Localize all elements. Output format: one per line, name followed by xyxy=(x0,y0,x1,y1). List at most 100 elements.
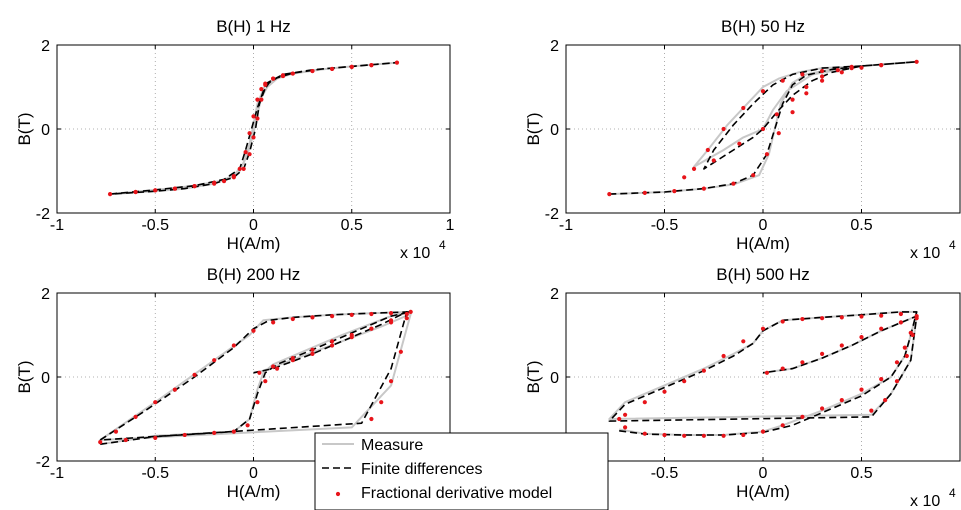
x-tick-label: -0.5 xyxy=(141,465,169,482)
data-point-fractional-derivative-model xyxy=(800,316,805,322)
x-exponent-label: x 10 xyxy=(910,245,940,262)
x-axis-label: H(A/m) xyxy=(736,482,790,501)
subplot-b-h-1-hz: -1 -0.5 0 0.5 1 -2 0 2 B(H) 1 Hz H(A/m) B(T) x 10 4 xyxy=(15,17,455,262)
data-point-fractional-derivative-model xyxy=(330,66,335,72)
data-point-fractional-derivative-model xyxy=(902,345,907,350)
data-point-fractional-derivative-model xyxy=(133,189,138,195)
data-point-fractional-derivative-model xyxy=(153,435,158,440)
data-point-fractional-derivative-model xyxy=(705,147,710,153)
data-point-fractional-derivative-model xyxy=(607,192,612,197)
data-point-fractional-derivative-model xyxy=(257,370,262,375)
data-point-fractional-derivative-model xyxy=(835,68,840,73)
y-axis-label: B(T) xyxy=(15,360,34,393)
data-point-fractional-derivative-model xyxy=(859,65,864,70)
data-point-fractional-derivative-model xyxy=(642,190,647,195)
data-point-fractional-derivative-model xyxy=(133,414,138,419)
x-tick-label: 1 xyxy=(446,217,455,234)
data-point-fractional-derivative-model xyxy=(330,314,335,319)
x-tick-label: -1 xyxy=(50,217,64,234)
data-point-fractional-derivative-model xyxy=(774,112,779,117)
data-point-fractional-derivative-model xyxy=(259,97,264,102)
data-point-fractional-derivative-model xyxy=(820,68,825,74)
data-point-fractional-derivative-model xyxy=(672,189,677,194)
series-line-finite-differences xyxy=(110,61,398,195)
data-point-fractional-derivative-model xyxy=(251,135,256,140)
data-point-fractional-derivative-model xyxy=(330,339,335,344)
data-point-fractional-derivative-model xyxy=(113,429,119,434)
data-point-fractional-derivative-model xyxy=(760,126,766,132)
data-point-fractional-derivative-model xyxy=(251,328,256,333)
data-point-fractional-derivative-model xyxy=(404,311,409,317)
subplot-title: B(H) 1 Hz xyxy=(216,17,291,36)
x-tick-label: -0.5 xyxy=(651,465,679,482)
data-point-fractional-derivative-model xyxy=(98,440,103,445)
data-point-fractional-derivative-model xyxy=(741,105,746,111)
x-exponent-label: x 10 xyxy=(910,493,940,510)
data-point-fractional-derivative-model xyxy=(800,72,805,77)
data-point-fractional-derivative-model xyxy=(212,430,217,435)
y-tick-label: 0 xyxy=(550,370,559,387)
data-point-fractional-derivative-model xyxy=(388,379,394,384)
data-point-fractional-derivative-model xyxy=(394,60,400,65)
data-point-fractional-derivative-model xyxy=(369,311,374,317)
data-point-fractional-derivative-model xyxy=(741,339,746,344)
data-point-fractional-derivative-model xyxy=(898,320,904,325)
data-point-fractional-derivative-model xyxy=(271,364,276,369)
x-tick-label: -0.5 xyxy=(651,217,679,234)
y-tick-label: 2 xyxy=(550,38,559,55)
data-point-fractional-derivative-model xyxy=(883,398,888,403)
legend-label-measure: Measure xyxy=(361,437,423,454)
data-point-fractional-derivative-model xyxy=(800,414,805,419)
data-point-fractional-derivative-model xyxy=(310,315,315,320)
data-point-fractional-derivative-model xyxy=(369,326,374,331)
data-point-fractional-derivative-model xyxy=(790,97,795,102)
x-tick-label: -1 xyxy=(559,217,573,234)
y-tick-label: 2 xyxy=(41,38,50,55)
data-point-fractional-derivative-model xyxy=(255,97,260,102)
data-point-fractional-derivative-model xyxy=(869,408,874,413)
data-point-fractional-derivative-model xyxy=(879,377,884,382)
data-point-fractional-derivative-model xyxy=(820,351,825,356)
x-tick-label: -0.5 xyxy=(141,217,169,234)
data-point-fractional-derivative-model xyxy=(408,309,413,314)
data-point-fractional-derivative-model xyxy=(247,131,252,136)
data-point-fractional-derivative-model xyxy=(780,423,785,428)
data-point-fractional-derivative-model xyxy=(682,433,687,438)
data-point-fractional-derivative-model xyxy=(623,425,628,430)
data-point-fractional-derivative-model xyxy=(804,84,809,90)
data-point-fractional-derivative-model xyxy=(859,387,864,392)
data-point-fractional-derivative-model xyxy=(642,431,647,436)
x-tick-label: 0.5 xyxy=(850,465,872,482)
x-tick-label: 0 xyxy=(249,465,258,482)
data-point-fractional-derivative-model xyxy=(617,416,622,422)
y-axis-label: B(T) xyxy=(15,112,34,145)
x-exponent-label: x 10 xyxy=(400,245,430,262)
data-point-fractional-derivative-model xyxy=(894,360,900,365)
data-point-fractional-derivative-model xyxy=(172,186,177,191)
data-point-fractional-derivative-model xyxy=(274,366,280,371)
data-point-fractional-derivative-model xyxy=(859,335,864,340)
series-group xyxy=(608,310,919,438)
data-point-fractional-derivative-model xyxy=(404,316,409,321)
series-line-finite-differences xyxy=(608,311,918,436)
data-point-fractional-derivative-model xyxy=(623,412,628,417)
data-point-fractional-derivative-model xyxy=(701,186,707,191)
data-point-fractional-derivative-model xyxy=(721,433,726,438)
data-point-fractional-derivative-model xyxy=(243,150,248,155)
data-point-fractional-derivative-model xyxy=(859,314,864,319)
data-point-fractional-derivative-model xyxy=(764,152,770,157)
series-group xyxy=(98,309,413,446)
series-group xyxy=(607,59,919,197)
x-exponent-power: 4 xyxy=(439,238,446,252)
data-point-fractional-derivative-model xyxy=(172,387,177,392)
data-point-fractional-derivative-model xyxy=(212,180,217,185)
x-axis-label: H(A/m) xyxy=(227,234,281,253)
data-point-fractional-derivative-model xyxy=(711,158,716,163)
data-point-fractional-derivative-model xyxy=(255,400,260,405)
data-point-fractional-derivative-model xyxy=(904,353,909,359)
y-tick-label: -2 xyxy=(36,454,50,471)
data-point-fractional-derivative-model xyxy=(349,64,354,69)
legend: Measure Finite differences Fractional deri… xyxy=(314,432,609,510)
